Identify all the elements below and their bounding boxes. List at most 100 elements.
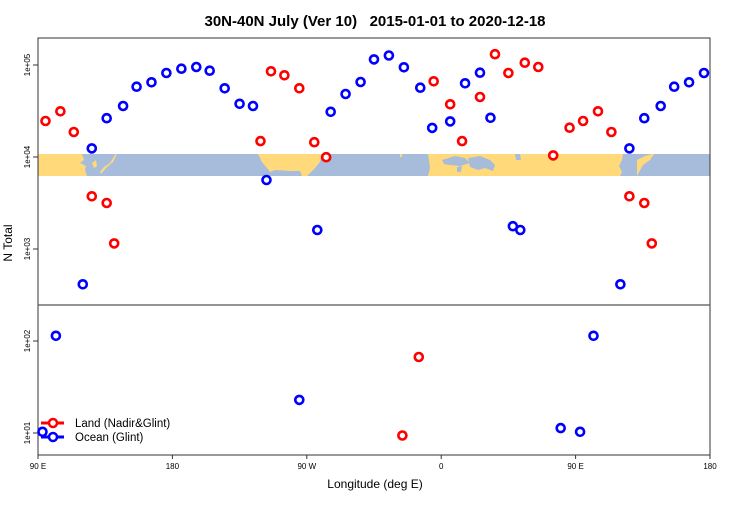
y-tick-label: 1e+05 [23,53,32,76]
y-axis: 1e+01 1e+02 1e+03 1e+04 1e+05 [23,53,38,444]
land-point [68,126,80,138]
ocean-point [668,81,680,92]
legend-item-land: Land (Nadir&Glint) [41,417,170,430]
land-point [638,197,650,209]
ocean-point [459,78,471,89]
map-inland-seas [442,154,521,172]
ocean-point [444,116,456,127]
ocean-point [261,174,272,186]
land-point [397,430,408,441]
land-point [456,135,468,147]
ocean-point [117,100,129,112]
legend: Land (Nadir&Glint) Ocean (Glint) [41,417,170,444]
ocean-point [355,76,366,88]
land-point [55,106,66,117]
series-ocean [37,50,710,438]
plot-frame [37,37,711,456]
land-point [320,151,332,163]
ocean-point [247,100,259,112]
x-tick-label: 90 W [297,462,316,471]
ocean-point [638,112,650,124]
legend-marker-ocean [47,431,59,443]
land-point [108,238,120,249]
x-tick-label: 90 E [30,462,46,471]
land-point [308,136,320,148]
ocean-point [683,77,695,88]
ocean-point [514,224,526,236]
series-land [40,48,658,441]
ocean-point [176,63,187,74]
land-point [577,115,589,127]
ocean-point [655,100,667,112]
land-point [624,191,635,202]
y-tick-label: 1e+03 [23,237,32,260]
land-point [564,122,575,133]
ocean-point [398,62,410,73]
y-tick-label: 1e+01 [23,421,32,444]
land-point [428,76,440,87]
x-tick-label: 90 E [567,462,583,471]
legend-item-ocean: Ocean (Glint) [41,431,144,444]
ocean-point [191,61,202,73]
ocean-point [101,112,112,124]
land-point [592,106,604,117]
land-point [265,66,277,77]
x-axis-label: Longitude (deg E) [327,477,422,491]
land-point [86,191,98,202]
chart-title: 30N-40N July (Ver 10) 2015-01-01 to 2020… [204,13,545,30]
ocean-point [204,65,215,76]
ocean-point [311,224,323,236]
data-points [37,48,710,441]
y-tick-label: 1e+04 [23,145,32,168]
legend-label-land: Land (Nadir&Glint) [75,418,170,430]
ocean-point [368,54,380,65]
ocean-point [325,106,337,118]
x-tick-label: 180 [166,462,180,471]
land-point [444,99,456,110]
ocean-point [474,67,486,78]
y-tick-label: 1e+02 [23,329,32,352]
land-point [489,48,501,60]
ocean-point [86,143,98,154]
legend-marker-land [47,417,59,429]
land-point [279,70,290,81]
ocean-point [426,122,438,134]
land-point [547,150,559,161]
map-strip [38,154,710,176]
land-point [606,126,617,138]
x-tick-label: 180 [703,462,717,471]
land-point [413,351,425,363]
land-point [293,83,305,94]
ocean-point [555,422,567,434]
land-point [532,61,544,73]
ocean-point [37,426,48,438]
ocean-point [588,330,599,342]
land-point [101,197,112,209]
x-tick-label: 0 [439,462,444,471]
ocean-point [161,67,172,79]
ocean-point [219,83,230,94]
ocean-point [50,330,62,342]
ocean-point [615,278,626,290]
legend-label-ocean: Ocean (Glint) [75,432,144,444]
ocean-point [234,98,245,110]
ocean-point [146,77,157,88]
y-axis-label: N Total [1,224,15,261]
land-point [255,135,266,147]
ocean-point [624,143,635,154]
ocean-point [383,50,395,61]
land-point [474,91,486,103]
land-point [40,115,51,127]
ocean-point [414,82,426,93]
ocean-point [77,278,89,290]
ocean-point [131,81,142,92]
x-axis: 90 E 180 90 W 0 90 E 180 [30,454,717,471]
land-point [646,238,658,249]
ocean-point [293,394,305,406]
ocean-point [485,112,496,124]
land-point [519,57,531,69]
ocean-point [698,67,710,79]
land-point [503,67,514,79]
ocean-point [574,426,586,438]
